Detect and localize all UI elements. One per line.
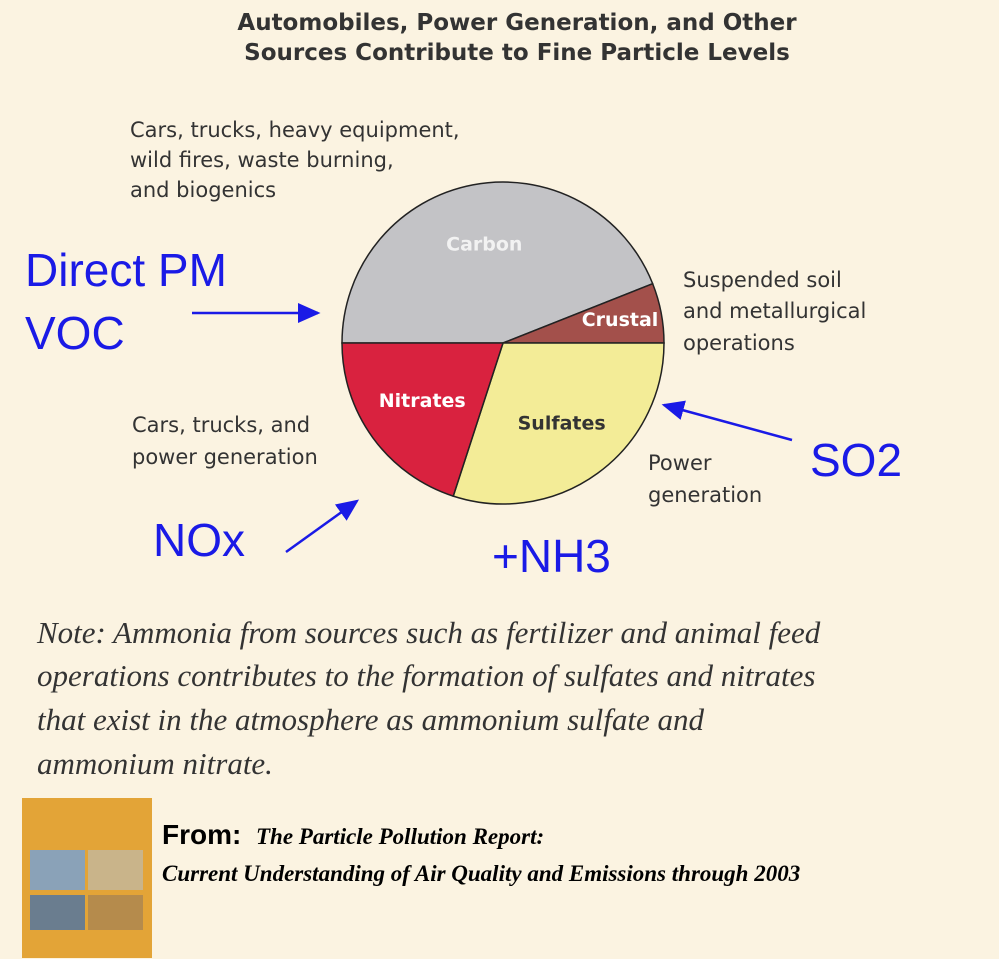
pie-chart: Carbon Crustal Sulfates Nitrates	[342, 182, 664, 504]
annotation: operations	[683, 331, 795, 355]
slice-label: Sulfates	[518, 412, 606, 434]
report-cover	[22, 798, 152, 958]
slice-label: Carbon	[446, 233, 522, 255]
pollutant-label: VOC	[25, 307, 125, 359]
annotation: power generation	[132, 445, 318, 469]
source-prefix: From:	[162, 819, 241, 850]
annotation: Suspended soil	[683, 268, 842, 292]
annotation: and biogenics	[130, 178, 276, 202]
slice-label: Nitrates	[379, 390, 466, 412]
pollutant-label: SO2	[810, 434, 902, 486]
annotation: and metallurgical	[683, 299, 866, 323]
note: Note: Ammonia from sources such as ferti…	[36, 615, 821, 650]
annotation: Power	[648, 451, 712, 475]
note: that exist in the atmosphere as ammonium…	[37, 702, 705, 737]
annotation: Cars, trucks, heavy equipment,	[130, 118, 460, 142]
page: Automobiles, Power Generation, and Other…	[0, 0, 999, 959]
source-title: The Particle Pollution Report:	[256, 824, 544, 849]
annotation: wild fires, waste burning,	[130, 148, 394, 172]
pollutant-label: NOx	[153, 514, 245, 566]
source-title: Current Understanding of Air Quality and…	[162, 861, 800, 886]
pollutant-label: Direct PM	[25, 244, 227, 296]
title: Sources Contribute to Fine Particle Leve…	[244, 40, 790, 66]
pollutant-label: +NH3	[492, 530, 611, 582]
annotation: Cars, trucks, and	[132, 413, 310, 437]
note: ammonium nitrate.	[37, 746, 273, 781]
note: operations contributes to the formation …	[37, 658, 815, 693]
title: Automobiles, Power Generation, and Other	[237, 10, 797, 36]
slice-label: Crustal	[582, 309, 659, 331]
annotation: generation	[648, 483, 762, 507]
